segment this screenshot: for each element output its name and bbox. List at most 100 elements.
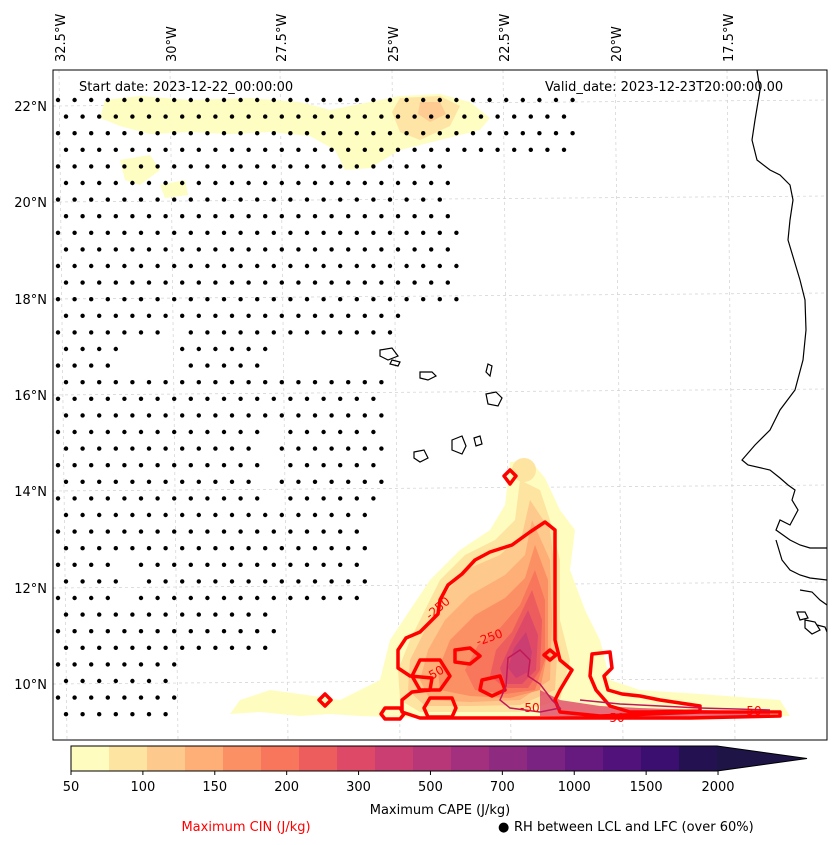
rh-dot [263,114,267,118]
rh-dot [338,98,342,102]
rh-dot [80,148,84,152]
rh-dot [89,131,93,135]
rh-dot [64,114,68,118]
rh-dot [213,612,217,616]
rh-dot [421,264,425,268]
rh-dot [89,164,93,168]
rh-dot [404,131,408,135]
rh-dot [246,347,250,351]
rh-dot [155,496,159,500]
rh-dot [412,247,416,251]
rh-dot [213,314,217,318]
rh-dot [355,231,359,235]
rh-dot [64,380,68,384]
map-figure: 32.5°W 30°W 27.5°W 25°W 22.5°W 20°W 17.5°W 22°… [0,0,837,845]
rh-dot [189,629,193,633]
rh-dot [97,413,101,417]
rh-dot [205,496,209,500]
rh-dot [147,148,151,152]
rh-dot [114,712,118,716]
rh-dot [89,596,93,600]
rh-dot [371,496,375,500]
rh-dot [305,98,309,102]
rh-dot [222,397,226,401]
rh-dot [64,546,68,550]
rh-dot [130,513,134,517]
rh-dot [106,430,110,434]
rh-dot [155,463,159,467]
rh-dot [230,446,234,450]
rh-dot [89,231,93,235]
rh-dot [280,579,284,583]
rh-dot [147,314,151,318]
rh-dot [371,297,375,301]
rh-dot [130,646,134,650]
rh-dot [130,546,134,550]
rh-dot [388,297,392,301]
rh-dot [462,148,466,152]
rh-dot [56,662,60,666]
colorbar-segment [261,746,300,771]
rh-dot [72,264,76,268]
rh-dot [155,596,159,600]
rh-dot [72,397,76,401]
rh-dot [371,397,375,401]
rh-dot [213,579,217,583]
rh-dot [230,148,234,152]
rh-dot [329,280,333,284]
rh-dot [562,114,566,118]
rh-dot [139,629,143,633]
rh-dot [255,197,259,201]
rh-dot [305,197,309,201]
rh-dot [172,164,176,168]
rh-dot [97,181,101,185]
rh-dot [97,579,101,583]
rh-dot [280,247,284,251]
rh-dot [329,480,333,484]
rh-dot [396,280,400,284]
rh-dot [114,446,118,450]
rh-dot [147,513,151,517]
rh-dot [371,330,375,334]
rh-dot [139,695,143,699]
rh-dot [238,131,242,135]
rh-dot [205,563,209,567]
rh-dot [106,164,110,168]
rh-dot [246,247,250,251]
rh-dot [355,596,359,600]
rh-dot [570,98,574,102]
rh-dot [446,247,450,251]
rh-dot [321,463,325,467]
rh-dot [147,712,151,716]
rh-dot [213,546,217,550]
longitude-labels: 32.5°W 30°W 27.5°W 25°W 22.5°W 20°W 17.5°W [54,14,737,62]
rh-dot [189,231,193,235]
rh-dot [246,612,250,616]
rh-dot [205,297,209,301]
rh-dot [163,579,167,583]
rh-dot [197,646,201,650]
rh-dot [246,380,250,384]
rh-dot [139,264,143,268]
rh-dot [172,397,176,401]
rh-dot [263,347,267,351]
rh-dot [222,529,226,533]
rh-dot [80,280,84,284]
rh-dot [147,280,151,284]
rh-dot [114,546,118,550]
rh-dot [288,231,292,235]
rh-dot [97,646,101,650]
rh-dot [89,529,93,533]
rh-dot [272,197,276,201]
rh-dot [313,181,317,185]
rh-dot [396,214,400,218]
rh-dot [106,197,110,201]
rh-dot [56,363,60,367]
rh-dot [180,347,184,351]
rh-dot [246,546,250,550]
rh-dot [429,181,433,185]
rh-dot [64,280,68,284]
rh-dot [338,264,342,268]
rh-dot [321,164,325,168]
rh-dot [56,397,60,401]
